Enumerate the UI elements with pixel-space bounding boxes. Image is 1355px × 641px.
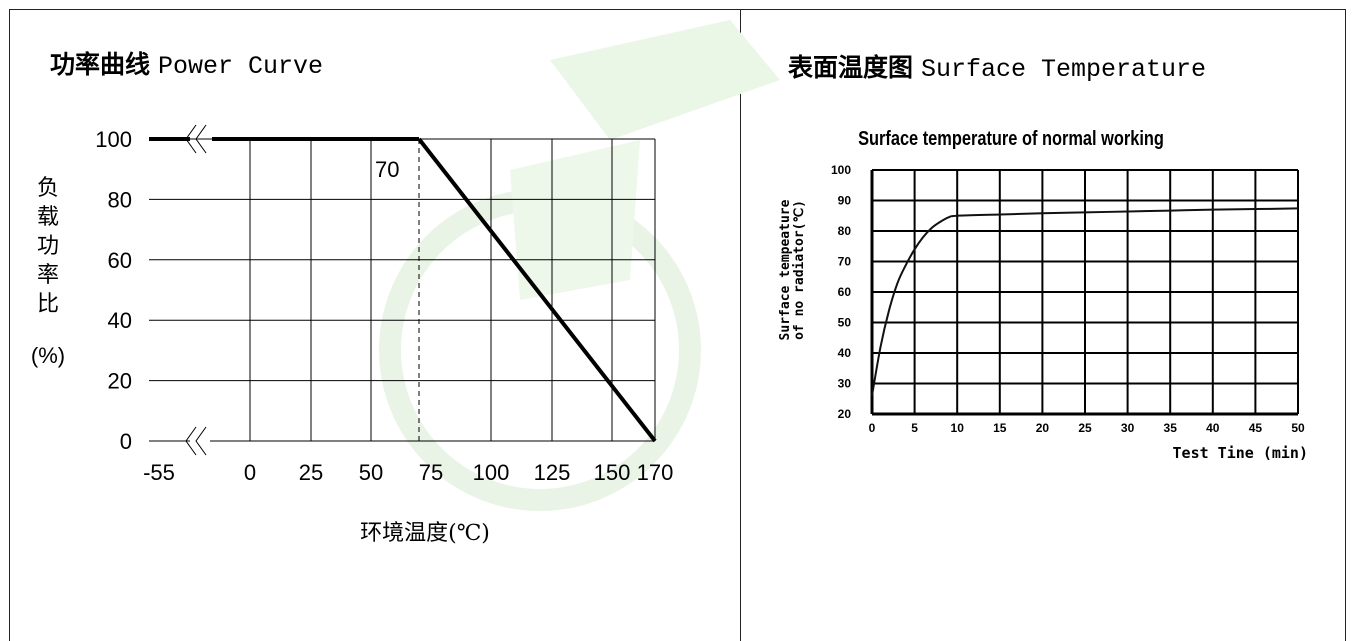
power-curve-x-label: 环境温度(℃)	[360, 521, 490, 546]
power-curve-ticks: 0 20 40 60 80 100 -55 0 25 50 75 100 125 150 170	[95, 127, 673, 485]
x-tick-label: 20	[1036, 421, 1050, 435]
x-tick-label: 125	[534, 460, 571, 485]
x-tick-label: 30	[1121, 421, 1135, 435]
temperature-curve	[871, 207, 1299, 396]
power-curve-series	[149, 137, 657, 443]
axis-break-mark	[195, 124, 207, 154]
x-tick-label: 170	[637, 460, 674, 485]
y-label-char: 载	[37, 205, 59, 230]
surface-temp-ticks: 20 30 40 50 60 70 80 90 100 0 5 10 15 20 25 30 35 40 45 50	[831, 163, 1305, 435]
x-tick-label: 40	[1206, 421, 1220, 435]
x-tick-label: 75	[419, 460, 443, 485]
power-curve-title: 功率曲线 Power Curve	[50, 50, 323, 81]
axis-break-mark	[185, 426, 197, 456]
x-tick-label: 35	[1164, 421, 1178, 435]
x-tick-label: 45	[1249, 421, 1263, 435]
y-tick-label: 0	[120, 429, 132, 454]
x-tick-label: 150	[594, 460, 631, 485]
y-tick-label: 40	[108, 308, 132, 333]
y-label-char: 率	[37, 263, 59, 288]
x-tick-label: 0	[869, 421, 876, 435]
power-curve-chart: 0 20 40 60 80 100 -55 0 25 50 75 100 125 150 170 70 环境…	[31, 124, 673, 546]
surface-temp-chart-title: Surface temperature of normal working	[858, 126, 1164, 149]
y-label-unit: (%)	[31, 343, 65, 368]
x-tick-label: 100	[473, 460, 510, 485]
y-label-char: 功	[37, 234, 59, 259]
x-tick-label: 25	[1078, 421, 1092, 435]
y-tick-label: 100	[95, 127, 132, 152]
y-tick-label: 80	[108, 187, 132, 212]
y-tick-label: 20	[108, 369, 132, 394]
y-tick-label: 90	[838, 194, 852, 208]
x-tick-label: 25	[299, 460, 323, 485]
y-tick-label: 40	[838, 346, 852, 360]
surface-temp-y-label-line1: Surface tempeature	[778, 199, 793, 340]
panel-divider	[740, 9, 741, 641]
x-tick-label: 10	[951, 421, 965, 435]
y-tick-label: 20	[838, 407, 852, 421]
y-label-char: 负	[37, 176, 59, 201]
x-tick-label: 50	[1291, 421, 1305, 435]
surface-temperature-title: 表面温度图 Surface Temperature	[788, 53, 1207, 84]
y-tick-label: 60	[108, 248, 132, 273]
surface-temp-grid	[870, 169, 1299, 416]
y-tick-label: 70	[838, 255, 852, 269]
axis-break-mark	[195, 426, 207, 456]
y-tick-label: 100	[831, 163, 851, 177]
y-tick-label: 80	[838, 224, 852, 238]
x-tick-label: 15	[993, 421, 1007, 435]
y-label-char: 比	[37, 292, 59, 317]
outer-frame	[9, 9, 1346, 641]
surface-temp-x-label: Test Tine (min)	[1173, 444, 1308, 462]
power-curve-annotation-70: 70	[375, 157, 399, 182]
surface-temp-y-label-line2: of no radiator(℃)	[792, 200, 807, 340]
y-tick-label: 30	[838, 377, 852, 391]
y-tick-label: 60	[838, 285, 852, 299]
power-curve-grid	[149, 124, 656, 456]
x-tick-label: 5	[911, 421, 918, 435]
x-tick-label: 50	[359, 460, 383, 485]
x-tick-label: 0	[244, 460, 256, 485]
series-segment	[417, 137, 657, 443]
surface-temp-series	[871, 207, 1299, 396]
x-tick-label: -55	[143, 460, 175, 485]
y-tick-label: 50	[838, 316, 852, 330]
